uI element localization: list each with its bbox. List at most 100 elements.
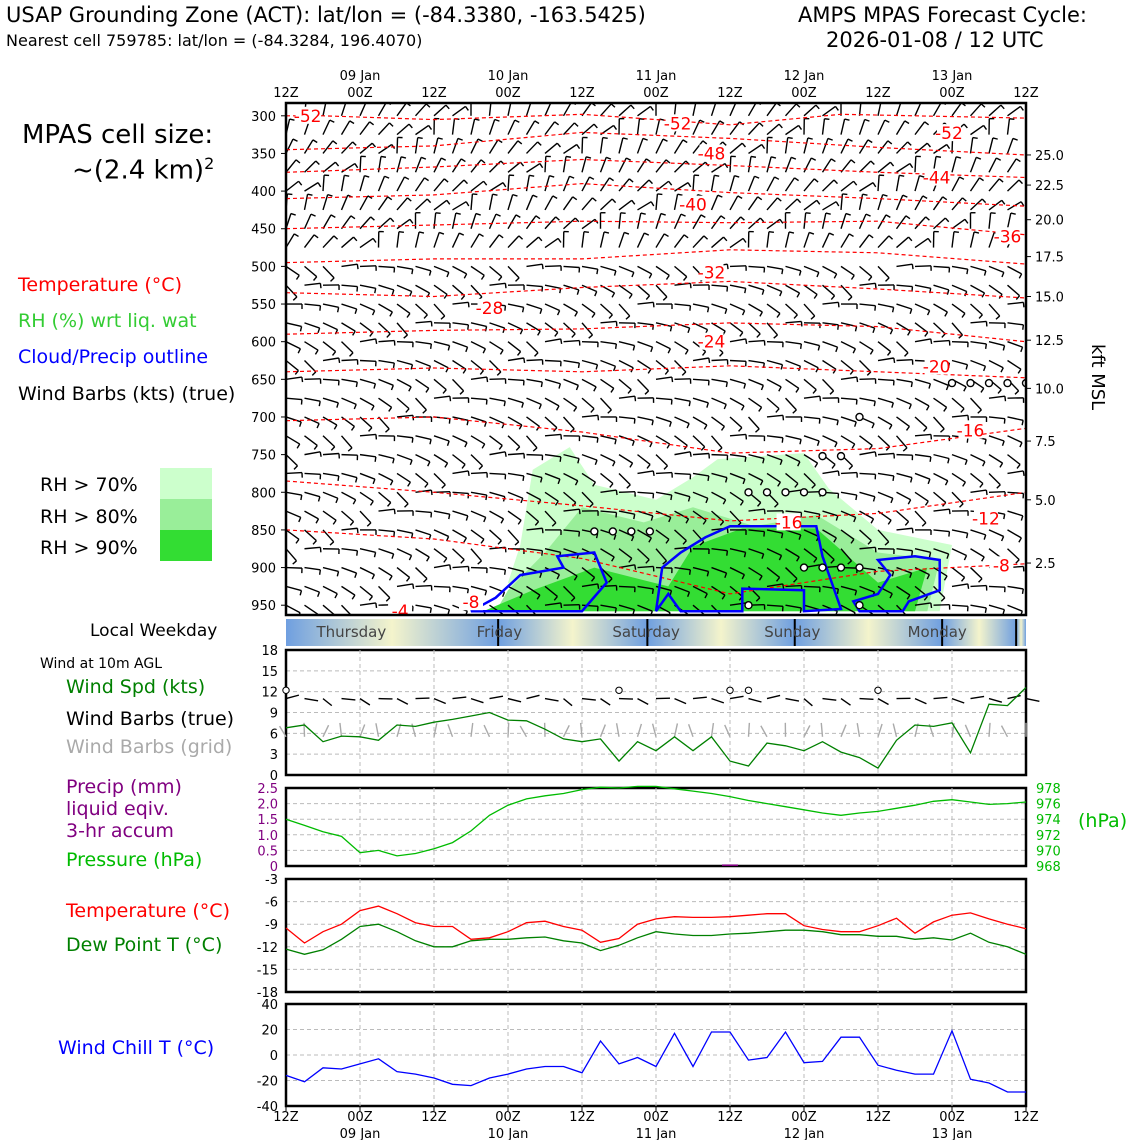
wind-barb-flag <box>671 377 674 383</box>
contour-label-bg <box>699 144 724 162</box>
wind-barb-flag <box>817 345 821 351</box>
wind-barb-flag <box>719 521 725 526</box>
wind-barb-flag <box>847 138 853 142</box>
weekday-segment <box>794 619 943 646</box>
wind-barb <box>933 453 950 460</box>
wind-barb <box>637 470 654 475</box>
wind-barb-flag <box>442 389 447 394</box>
wind-barb-flag <box>463 537 467 543</box>
wind-barb-flag <box>290 212 296 216</box>
wind-barb <box>359 602 376 606</box>
wind-barb <box>396 529 413 534</box>
wind-barb-flag <box>331 351 337 356</box>
wind-barb <box>581 137 584 154</box>
wind-barb <box>988 157 997 173</box>
wind-barb <box>359 142 373 154</box>
wind-barb-flag <box>668 180 673 186</box>
wind-barb <box>286 180 300 192</box>
wind-barb <box>341 566 357 574</box>
contour-label: -52 <box>664 114 692 134</box>
wind-barb <box>877 416 893 426</box>
wind-barb <box>840 159 852 173</box>
wind-barb-flag <box>925 405 930 411</box>
wind-barb <box>286 376 302 381</box>
wind-barb <box>378 378 394 386</box>
wind-barb-flag <box>808 231 815 235</box>
wind-barb-flag <box>478 233 484 238</box>
wind-barb-flag <box>759 217 765 223</box>
wind-barb-flag <box>603 231 610 234</box>
grid-wind-barb <box>964 724 972 738</box>
wind-barb <box>322 566 339 573</box>
wind-barb <box>286 585 302 592</box>
wind-barb <box>822 179 835 192</box>
wind-barb-flag <box>782 415 785 421</box>
wind-barb-flag <box>503 569 507 575</box>
wind-barb <box>914 416 928 429</box>
wind-barb <box>322 119 331 135</box>
wind-barb <box>970 265 987 272</box>
wind-barb <box>581 340 599 343</box>
wind-barb-flag <box>583 230 589 233</box>
wind-barb-flag <box>708 357 711 364</box>
wind-barb-flag <box>874 283 877 289</box>
grid-wind-barb <box>507 722 510 737</box>
wind-barb <box>674 397 691 402</box>
wind-barb <box>914 453 931 458</box>
wind-barb <box>877 235 890 249</box>
wind-barb-flag <box>482 348 487 354</box>
wind-barb <box>286 435 301 445</box>
wind-barb <box>711 358 728 362</box>
wind-barb <box>618 564 635 569</box>
wind-barb <box>544 216 557 230</box>
wind-barb-flag <box>682 139 688 144</box>
true-wind-barb <box>507 697 522 703</box>
wind-barb <box>784 137 789 154</box>
wind-barb <box>581 218 596 230</box>
wind-barb <box>896 585 911 596</box>
wind-barb-flag <box>739 500 744 506</box>
wind-barb-flag <box>574 311 578 317</box>
wind-barb-flag <box>479 370 484 375</box>
wind-barb <box>637 341 653 348</box>
wind-barb <box>581 284 598 293</box>
wind-barb <box>304 322 320 329</box>
wind-barb-flag <box>620 212 626 215</box>
wind-barb <box>526 162 541 173</box>
wind-barb <box>748 378 764 386</box>
wind-barb <box>1007 322 1024 326</box>
wind-barb <box>748 284 765 291</box>
wind-barb-flag <box>942 196 948 201</box>
contour-label: -32 <box>698 263 726 283</box>
wind-barb-flag <box>477 138 483 142</box>
wind-barb-flag <box>393 509 396 515</box>
wind-barb <box>396 123 410 136</box>
wind-tick-label: 6 <box>270 727 278 742</box>
wind-barb-flag <box>349 521 355 526</box>
bottom-date-label: 12 Jan <box>784 1127 825 1140</box>
wind-barb-flag <box>577 458 580 464</box>
wind-barb <box>933 378 949 386</box>
wind-barb-flag <box>628 557 633 563</box>
wind-barb-flag <box>686 591 691 598</box>
weekday-segment <box>286 619 499 646</box>
temperature-panel: -18-15-12-9-6-3 <box>257 873 1028 1001</box>
wind-barb-flag <box>515 277 520 282</box>
wind-barb <box>877 341 892 353</box>
wind-barb-flag <box>557 478 561 485</box>
wind-barb <box>563 508 580 512</box>
cell-size-base: ~(2.4 km) <box>72 155 205 186</box>
wind-barb <box>748 472 764 482</box>
wind-barb-flag <box>541 528 544 534</box>
precip-label-3: 3-hr accum <box>66 820 174 842</box>
wind-barb <box>544 433 562 437</box>
wind-barb-flag <box>724 572 728 578</box>
contour-label: -20 <box>923 358 951 378</box>
wind-barb <box>378 529 395 533</box>
wind-barb <box>785 284 800 294</box>
wind-barb-flag <box>592 481 597 487</box>
wind-barb-flag <box>517 140 523 145</box>
wind-barb <box>341 585 356 596</box>
wind-barb <box>470 471 488 475</box>
